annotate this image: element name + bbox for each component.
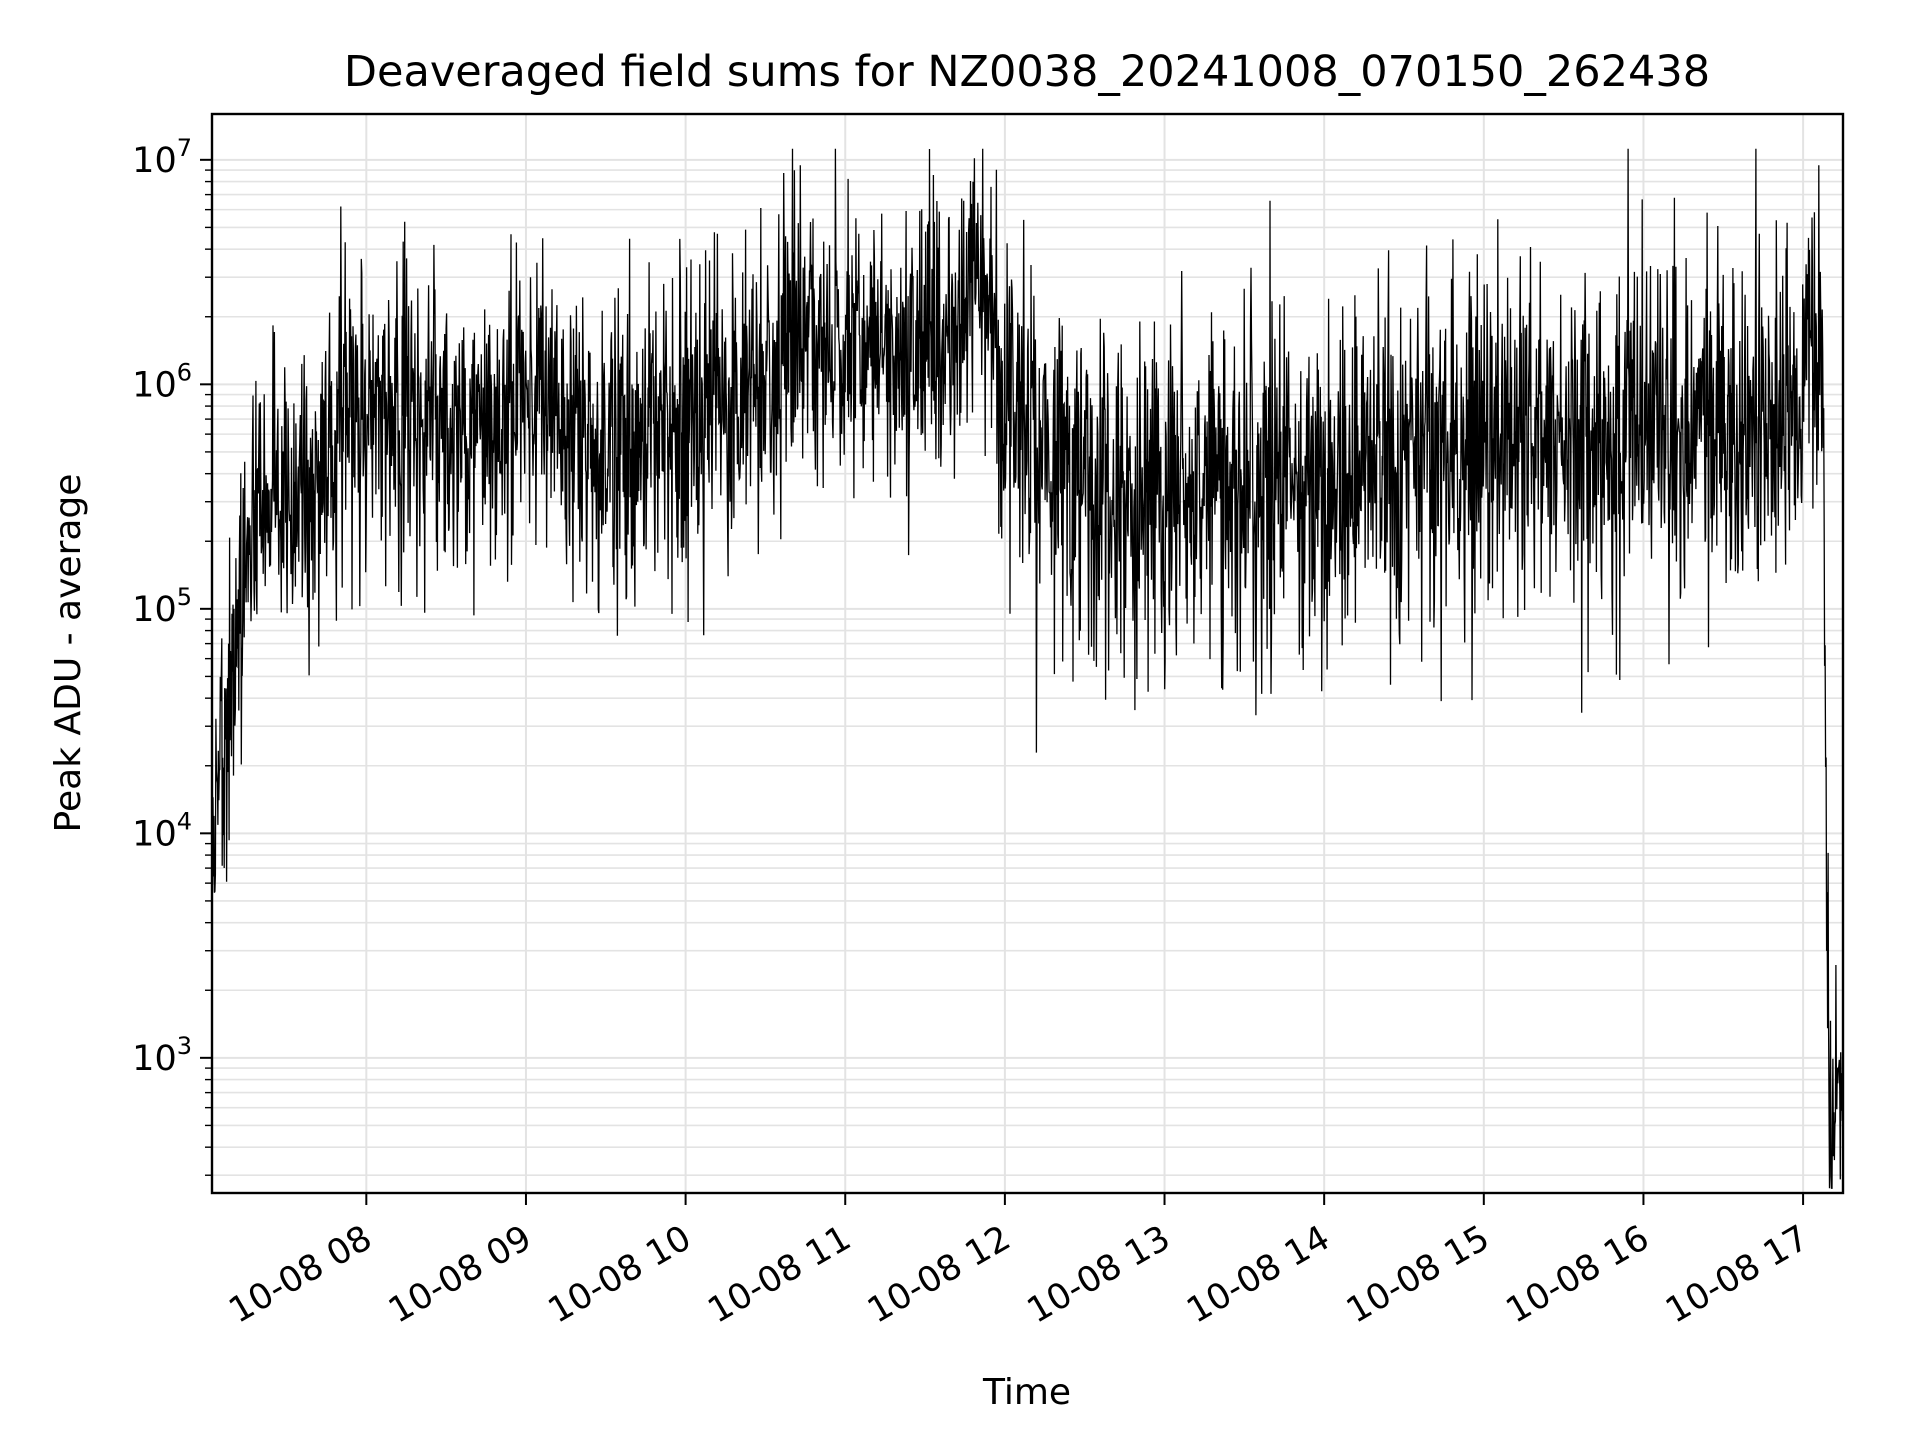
y-tick-label: 106 xyxy=(132,358,192,405)
plot-area-frame xyxy=(210,112,1845,1195)
y-tick-label: 103 xyxy=(132,1032,192,1079)
tick-marks xyxy=(200,158,1805,1205)
x-axis-label: Time xyxy=(982,1372,1071,1413)
series-group xyxy=(211,148,1844,1189)
chart-title: Deaveraged field sums for NZ0038_2024100… xyxy=(344,47,1710,97)
series-line-0 xyxy=(211,148,1844,1189)
y-tick-label: 105 xyxy=(132,583,192,630)
y-tick-labels: 103 104 105 106 107 xyxy=(132,134,192,1079)
y-axis-label: Peak ADU - average xyxy=(48,474,89,833)
plot-area-background xyxy=(212,114,1843,1193)
y-tick-label: 104 xyxy=(132,807,192,854)
y-tick-label: 107 xyxy=(132,134,192,181)
